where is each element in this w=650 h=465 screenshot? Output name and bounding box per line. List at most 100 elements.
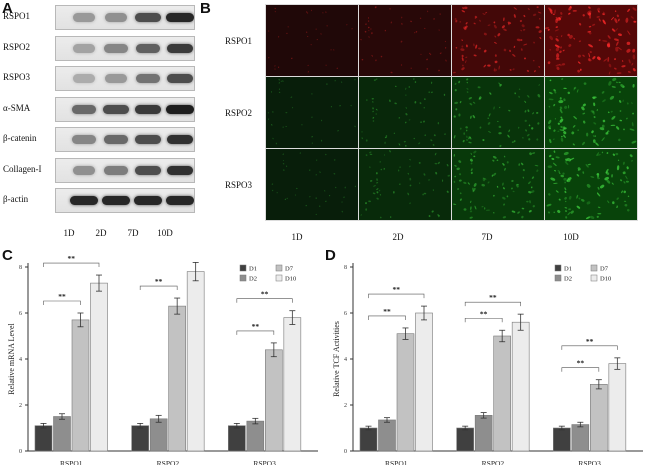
cell-signal bbox=[503, 28, 507, 32]
cell-signal bbox=[474, 187, 476, 190]
blot-day-label: 2D bbox=[95, 228, 107, 238]
blot-band bbox=[72, 13, 96, 22]
blot-band bbox=[166, 196, 194, 205]
cell-signal bbox=[389, 8, 391, 10]
blot-row-label: RSPO1 bbox=[3, 11, 31, 21]
cell-signal bbox=[549, 91, 553, 95]
cell-signal bbox=[479, 126, 482, 129]
bar bbox=[246, 420, 265, 452]
fluorescence-image bbox=[359, 77, 451, 148]
cell-signal bbox=[559, 97, 562, 100]
category-label: RSPO3 bbox=[578, 459, 601, 465]
cell-signal bbox=[498, 125, 502, 129]
cell-signal bbox=[614, 18, 618, 24]
y-tick-label: 6 bbox=[19, 311, 22, 317]
cell-signal bbox=[272, 111, 274, 113]
cell-signal bbox=[610, 124, 616, 126]
cell-signal bbox=[407, 192, 410, 196]
cell-signal bbox=[427, 179, 431, 181]
cell-signal bbox=[557, 209, 561, 213]
cell-signal bbox=[430, 91, 433, 94]
cell-signal bbox=[468, 97, 472, 100]
y-tick-label: 6 bbox=[344, 311, 347, 317]
cell-signal bbox=[473, 22, 476, 25]
cell-signal bbox=[514, 92, 516, 95]
cell-signal bbox=[464, 25, 468, 29]
cell-signal bbox=[631, 160, 633, 162]
cell-signal bbox=[413, 78, 415, 80]
cell-signal bbox=[507, 21, 512, 25]
cell-signal bbox=[616, 206, 619, 208]
cell-signal bbox=[336, 67, 339, 69]
cell-signal bbox=[568, 44, 572, 47]
cell-signal bbox=[622, 161, 625, 165]
cell-signal bbox=[555, 47, 560, 52]
cell-signal bbox=[597, 56, 601, 61]
legend-swatch bbox=[275, 264, 283, 272]
cell-signal bbox=[389, 150, 391, 153]
cell-signal bbox=[469, 136, 472, 140]
cell-signal bbox=[491, 174, 494, 177]
cell-signal bbox=[598, 18, 601, 22]
cell-signal bbox=[618, 81, 621, 84]
cell-signal bbox=[515, 183, 519, 188]
cell-signal bbox=[582, 112, 586, 115]
cell-signal bbox=[612, 153, 616, 156]
cell-signal bbox=[307, 64, 309, 67]
cell-signal bbox=[315, 197, 318, 199]
cell-signal bbox=[508, 109, 511, 112]
cell-signal bbox=[430, 139, 433, 142]
cell-signal bbox=[548, 119, 552, 125]
cell-signal bbox=[518, 163, 520, 166]
cell-signal bbox=[560, 35, 563, 38]
cell-signal bbox=[572, 125, 576, 128]
cell-signal bbox=[548, 193, 551, 196]
cell-signal bbox=[559, 129, 564, 132]
cell-signal bbox=[521, 207, 525, 210]
cell-signal bbox=[549, 79, 552, 82]
cell-signal bbox=[617, 159, 620, 161]
cell-signal bbox=[473, 43, 475, 47]
cell-signal bbox=[369, 166, 371, 169]
cell-signal bbox=[506, 161, 509, 164]
cell-signal bbox=[466, 129, 468, 132]
cell-signal bbox=[564, 190, 567, 194]
cell-signal bbox=[372, 107, 375, 110]
cell-signal bbox=[461, 67, 465, 71]
cell-signal bbox=[526, 69, 530, 72]
cell-signal bbox=[482, 138, 485, 142]
cell-signal bbox=[401, 16, 403, 19]
cell-signal bbox=[482, 13, 486, 16]
significance-bracket bbox=[464, 317, 503, 323]
cell-signal bbox=[503, 167, 506, 171]
cell-signal bbox=[280, 80, 283, 82]
cell-signal bbox=[438, 69, 440, 72]
cell-signal bbox=[287, 26, 290, 28]
cell-signal bbox=[506, 195, 509, 198]
cell-signal bbox=[409, 165, 411, 168]
cell-signal bbox=[524, 119, 527, 122]
cell-signal bbox=[623, 128, 625, 131]
cell-signal bbox=[607, 56, 610, 62]
cell-signal bbox=[408, 119, 411, 121]
cell-signal bbox=[539, 36, 542, 39]
cell-signal bbox=[633, 20, 637, 23]
cell-signal bbox=[511, 210, 516, 213]
cell-signal bbox=[607, 35, 611, 39]
cell-signal bbox=[470, 168, 473, 172]
blot-band bbox=[166, 104, 194, 114]
cell-signal bbox=[383, 168, 386, 170]
bar bbox=[131, 425, 149, 452]
cell-signal bbox=[301, 124, 303, 126]
cell-signal bbox=[602, 11, 606, 15]
cell-signal bbox=[576, 174, 580, 177]
cell-signal bbox=[453, 134, 456, 139]
cell-signal bbox=[585, 164, 589, 168]
cell-signal bbox=[435, 171, 438, 175]
cell-signal bbox=[627, 8, 631, 12]
cell-signal bbox=[470, 158, 473, 162]
significance-bracket bbox=[236, 298, 293, 303]
fluorescence-image bbox=[545, 5, 637, 76]
fluorescence-image bbox=[452, 77, 544, 148]
cell-signal bbox=[376, 182, 379, 184]
